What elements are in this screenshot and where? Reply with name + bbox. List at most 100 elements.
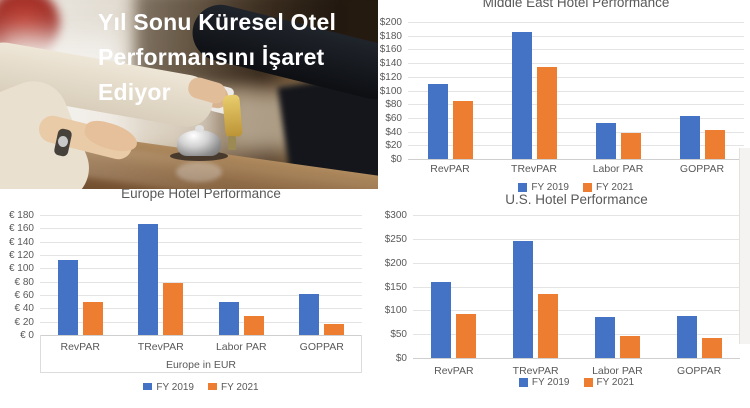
chart-title: Europe Hotel Performance xyxy=(121,189,281,201)
category-label: GOPPAR xyxy=(299,341,344,353)
gridline xyxy=(408,76,744,78)
bar-fy2019-goppar xyxy=(679,115,700,159)
y-axis-tick-label: € 120 xyxy=(8,250,34,261)
y-axis-tick-label: $200 xyxy=(379,17,402,28)
y-axis-tick-label: $0 xyxy=(395,353,407,364)
chart-middle-east: Middle East Hotel Performance $200 $180 $16… xyxy=(378,0,750,192)
bar-fy2021-goppar xyxy=(701,337,722,358)
gridline xyxy=(40,228,362,230)
gridline xyxy=(40,241,362,243)
bar-fy2021-goppar xyxy=(324,323,345,335)
x-axis-label: Europe in EUR xyxy=(165,359,237,371)
bar-fy2019-trevpar xyxy=(138,224,159,335)
legend-item: FY 2021 xyxy=(208,382,259,390)
y-axis-tick-label: $100 xyxy=(379,85,402,97)
bar-fy2019-goppar xyxy=(299,294,320,335)
bar-fy2021-revpar xyxy=(456,314,477,358)
gridline xyxy=(413,334,740,336)
bar-fy2021-trevpar xyxy=(538,294,559,358)
gridline xyxy=(408,49,744,51)
y-axis-tick-label: € 60 xyxy=(14,290,34,301)
hotel-key xyxy=(228,136,236,150)
legend: FY 2019 FY 2021 xyxy=(413,377,740,391)
category-label: Labor PAR xyxy=(215,341,267,353)
category-label: Labor PAR xyxy=(592,163,644,175)
gridline xyxy=(413,238,740,240)
legend-swatch xyxy=(583,378,593,387)
bar-fy2021-revpar xyxy=(452,101,473,159)
gridline xyxy=(413,262,740,264)
x-axis-line xyxy=(408,159,744,160)
y-axis-tick-label: $100 xyxy=(384,305,407,317)
y-axis-tick-label: $40 xyxy=(385,126,402,138)
y-axis-tick-label: $120 xyxy=(379,71,402,83)
y-axis-tick-label: $160 xyxy=(379,44,402,56)
category-label: TRevPAR xyxy=(511,163,557,175)
y-axis-tick-label: $250 xyxy=(384,233,407,245)
category-label: GOPPAR xyxy=(679,163,725,175)
category-label: Labor PAR xyxy=(592,365,643,377)
bar-fy2021-trevpar xyxy=(536,66,557,159)
chart-title: U.S. Hotel Performance xyxy=(505,192,648,207)
legend-item: FY 2021 xyxy=(583,182,634,192)
category-label: RevPAR xyxy=(434,365,474,377)
legend: FY 2019 FY 2021 xyxy=(408,182,744,192)
legend-item: FY 2019 xyxy=(143,382,194,390)
legend-swatch xyxy=(583,183,592,192)
bell-reflection xyxy=(176,162,222,182)
hotel-reception-photo: Yıl Sonu Küresel Otel Performansını İşar… xyxy=(0,0,378,189)
category-label: RevPAR xyxy=(60,341,100,353)
legend-row: FY 2019 FY 2021 xyxy=(40,382,362,390)
legend-label: FY 2019 xyxy=(156,382,194,390)
bar-fy2019-laborpar xyxy=(594,317,615,358)
bar-fy2019-laborpar xyxy=(218,301,239,335)
gridline xyxy=(40,321,362,323)
x-axis-label-box xyxy=(40,335,362,373)
y-axis-tick-label: $200 xyxy=(384,257,407,269)
service-bell-knob xyxy=(195,125,204,132)
page-edge-strip xyxy=(739,148,750,344)
legend-label: FY 2019 xyxy=(531,377,570,388)
bar-fy2019-revpar xyxy=(431,281,452,358)
legend-item: FY 2019 xyxy=(518,182,569,192)
x-axis-line xyxy=(413,358,740,359)
chart-us: U.S. Hotel Performance $300 $250 $200 $150 $1… xyxy=(378,192,750,408)
bar-fy2019-revpar xyxy=(57,260,78,335)
legend-label: FY 2019 xyxy=(531,182,569,192)
y-axis-tick-label: € 20 xyxy=(14,316,34,328)
gridline xyxy=(40,308,362,310)
gridline xyxy=(408,145,744,147)
bar-fy2021-revpar xyxy=(82,302,103,335)
service-bell-base xyxy=(170,151,228,161)
legend-swatch xyxy=(518,378,528,387)
gridline xyxy=(40,215,362,216)
service-bell-icon xyxy=(177,130,221,156)
y-axis-tick-label: $140 xyxy=(379,58,402,70)
y-axis-tick-label: € 0 xyxy=(20,330,34,341)
gridline xyxy=(408,22,744,23)
gridline xyxy=(413,310,740,312)
legend-item: FY 2019 xyxy=(518,377,570,388)
category-label: TRevPAR xyxy=(137,341,184,353)
y-axis-tick-label: € 80 xyxy=(14,276,34,288)
y-axis-tick-label: $0 xyxy=(390,154,402,165)
y-axis-tick-label: $20 xyxy=(385,140,402,152)
chart-title: Middle East Hotel Performance xyxy=(482,0,670,10)
bar-fy2021-laborpar xyxy=(243,316,264,335)
legend-swatch xyxy=(518,183,528,192)
gridline xyxy=(40,295,362,296)
y-axis-tick-label: € 180 xyxy=(8,210,34,221)
legend-item: FY 2021 xyxy=(583,377,634,388)
legend-row: FY 2019 FY 2021 xyxy=(413,377,740,388)
gridline xyxy=(408,131,744,133)
x-axis-line xyxy=(40,335,362,336)
gridline xyxy=(40,268,362,270)
bar-fy2021-trevpar xyxy=(163,283,184,335)
wrist-watch-face xyxy=(58,136,68,147)
legend-swatch xyxy=(143,383,153,390)
y-axis-tick-label: $80 xyxy=(385,99,402,111)
bar-fy2019-trevpar xyxy=(511,32,532,159)
y-axis-tick-label: $180 xyxy=(379,30,402,42)
y-axis-tick-label: $50 xyxy=(390,329,407,341)
bar-fy2021-goppar xyxy=(704,129,725,159)
